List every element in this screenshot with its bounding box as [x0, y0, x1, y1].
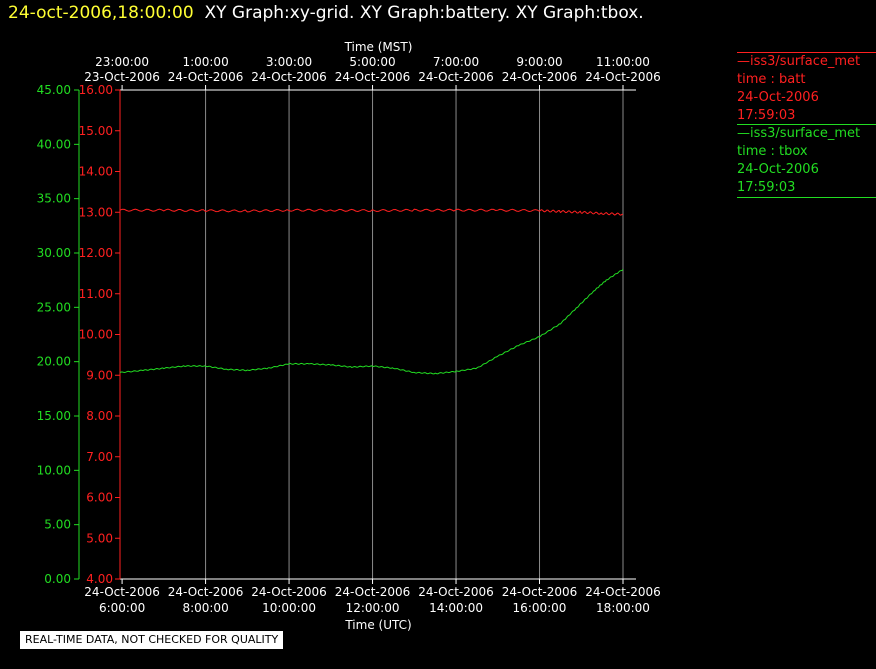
top-tick-date: 23-Oct-2006	[84, 70, 160, 84]
top-tick-date: 24-Oct-2006	[168, 70, 244, 84]
bottom-tick-time: 12:00:00	[346, 601, 400, 615]
legend-batt-var: time : batt	[737, 72, 806, 87]
top-tick-date: 24-Oct-2006	[502, 70, 578, 84]
tbox-tick-label: 45.00	[37, 83, 71, 97]
batt-tick-label: 16.00	[79, 83, 113, 97]
tbox-tick-label: 10.00	[37, 463, 71, 477]
tbox-tick-label: 40.00	[37, 137, 71, 151]
top-tick-time: 3:00:00	[266, 55, 312, 69]
series-lines	[119, 208, 624, 375]
batt-tick-label: 10.00	[79, 328, 113, 342]
header-timestamp: 24-oct-2006,18:00:00	[8, 3, 194, 23]
legend-tbox-date: 24-Oct-2006	[737, 162, 819, 177]
batt-tick-label: 12.00	[79, 246, 113, 260]
batt-tick-label: 7.00	[86, 450, 113, 464]
tbox-tick-label: 35.00	[37, 192, 71, 206]
batt-tick-label: 11.00	[79, 287, 113, 301]
bottom-tick-time: 10:00:00	[262, 601, 316, 615]
top-tick-date: 24-Oct-2006	[251, 70, 327, 84]
top-tick-time: 23:00:00	[95, 55, 149, 69]
axes	[74, 85, 636, 584]
series-line-tbox	[119, 268, 624, 375]
quality-notice: REAL-TIME DATA, NOT CHECKED FOR QUALITY	[20, 631, 284, 649]
bottom-tick-time: 8:00:00	[182, 601, 228, 615]
tbox-tick-label: 20.00	[37, 355, 71, 369]
top-tick-date: 24-Oct-2006	[418, 70, 494, 84]
top-tick-date: 24-Oct-2006	[585, 70, 661, 84]
top-tick-date: 24-Oct-2006	[335, 70, 411, 84]
bottom-tick-date: 24-Oct-2006	[585, 585, 661, 599]
batt-tick-label: 9.00	[86, 368, 113, 382]
bottom-tick-date: 24-Oct-2006	[418, 585, 494, 599]
bottom-tick-date: 24-Oct-2006	[502, 585, 578, 599]
legend-tbox: —iss3/surface_met time : tbox 24-Oct-200…	[737, 124, 876, 198]
batt-tick-label: 5.00	[86, 531, 113, 545]
batt-tick-label: 13.00	[79, 205, 113, 219]
bottom-tick-date: 24-Oct-2006	[251, 585, 327, 599]
bottom-axis-label: Time (UTC)	[344, 618, 411, 632]
bottom-tick-time: 16:00:00	[513, 601, 567, 615]
top-tick-time: 9:00:00	[516, 55, 562, 69]
legend-batt-source-text: iss3/surface_met	[750, 54, 861, 69]
tbox-tick-label: 0.00	[44, 572, 71, 586]
batt-tick-label: 6.00	[86, 491, 113, 505]
series-line-batt	[119, 208, 624, 216]
batt-tick-label: 14.00	[79, 165, 113, 179]
legend-batt-date: 24-Oct-2006	[737, 90, 819, 105]
header-graph-list: XY Graph:xy-grid. XY Graph:battery. XY G…	[204, 3, 644, 23]
bottom-tick-date: 24-Oct-2006	[335, 585, 411, 599]
grid-lines	[205, 90, 624, 579]
legend-tbox-source: —iss3/surface_met	[737, 124, 876, 143]
tbox-tick-label: 15.00	[37, 409, 71, 423]
batt-tick-label: 15.00	[79, 124, 113, 138]
bottom-tick-time: 14:00:00	[429, 601, 483, 615]
bottom-tick-time: 18:00:00	[596, 601, 650, 615]
top-tick-time: 11:00:00	[596, 55, 650, 69]
legend-tbox-time: 17:59:03	[737, 179, 876, 198]
legend-batt: —iss3/surface_met time : batt 24-Oct-200…	[737, 52, 876, 125]
tbox-tick-label: 25.00	[37, 300, 71, 314]
tbox-tick-label: 30.00	[37, 246, 71, 260]
batt-tick-label: 4.00	[86, 572, 113, 586]
legend-tbox-source-text: iss3/surface_met	[750, 126, 861, 141]
top-tick-time: 7:00:00	[433, 55, 479, 69]
bottom-tick-date: 24-Oct-2006	[168, 585, 244, 599]
bottom-tick-time: 6:00:00	[99, 601, 145, 615]
bottom-tick-date: 24-Oct-2006	[84, 585, 160, 599]
top-axis-label: Time (MST)	[344, 40, 413, 54]
batt-tick-label: 8.00	[86, 409, 113, 423]
legend-batt-source: —iss3/surface_met	[737, 52, 876, 71]
top-tick-time: 5:00:00	[349, 55, 395, 69]
legend-batt-time: 17:59:03	[737, 108, 796, 123]
header-title: 24-oct-2006,18:00:00 XY Graph:xy-grid. X…	[8, 3, 644, 23]
tbox-tick-label: 5.00	[44, 518, 71, 532]
top-tick-time: 1:00:00	[182, 55, 228, 69]
legend-tbox-var: time : tbox	[737, 144, 808, 159]
